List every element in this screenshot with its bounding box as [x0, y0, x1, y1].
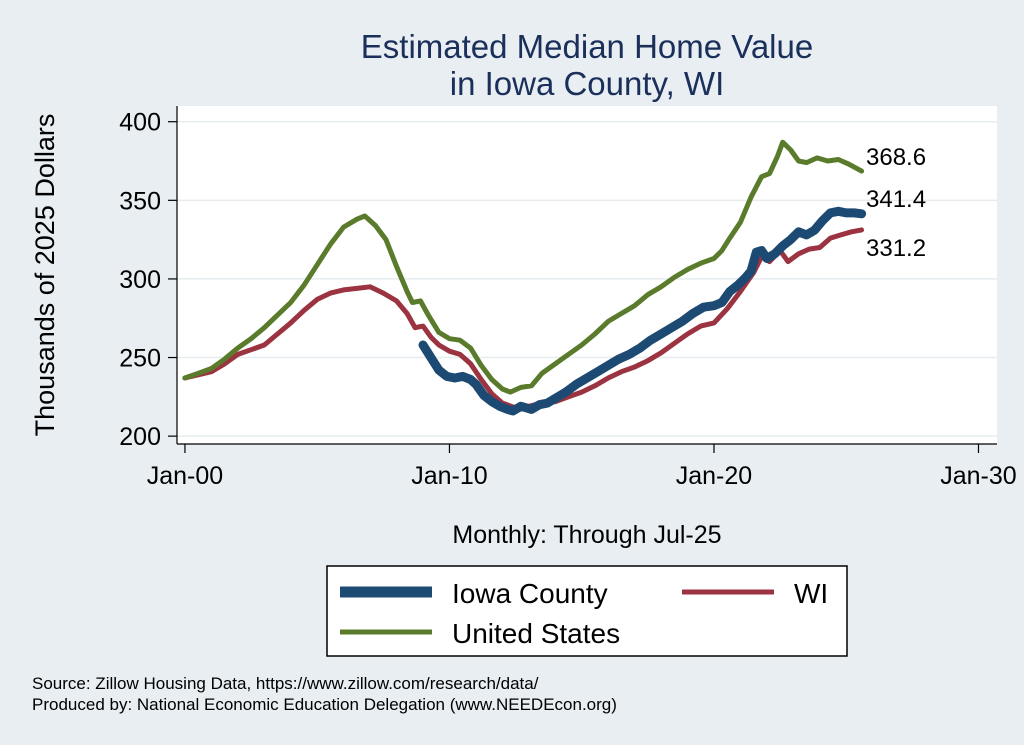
x-ticks: Jan-00 Jan-10 Jan-20 Jan-30: [147, 444, 1017, 490]
legend: Iowa County WI United States: [326, 565, 848, 657]
legend-label-iowa-county: Iowa County: [452, 578, 608, 609]
end-labels: 341.4 331.2 368.6: [866, 144, 926, 262]
y-tick-label-300: 300: [119, 266, 161, 294]
grid-lines: [177, 120, 997, 437]
legend-label-united-states: United States: [452, 618, 620, 649]
chart-title: Estimated Median Home Value: [361, 28, 813, 65]
produced-by-note: Produced by: National Economic Education…: [32, 695, 617, 714]
x-axis-label: Monthly: Through Jul-25: [452, 521, 721, 549]
axes: [176, 106, 997, 445]
y-tick-label-200: 200: [119, 423, 161, 451]
y-axis-label: Thousands of 2025 Dollars: [30, 114, 60, 437]
x-tick-label-10: Jan-10: [411, 462, 487, 490]
series-line-iowa-county: [418, 206, 867, 416]
end-label-wi: 331.2: [866, 235, 926, 262]
x-tick-label-20: Jan-20: [676, 462, 752, 490]
end-label-iowa-county: 341.4: [866, 186, 926, 213]
source-note: Source: Zillow Housing Data, https://www…: [32, 674, 539, 693]
legend-box: [326, 565, 848, 657]
series-lines: [182, 139, 867, 416]
x-tick-label-0: Jan-00: [147, 462, 223, 490]
series-line-united-states: [182, 139, 865, 395]
y-tick-label-250: 250: [119, 345, 161, 373]
y-ticks: 200 250 300 350 400: [119, 109, 177, 451]
end-label-united-states: 368.6: [866, 144, 926, 171]
x-tick-label-30: Jan-30: [940, 462, 1016, 490]
legend-label-wi: WI: [794, 578, 828, 609]
y-tick-label-400: 400: [119, 109, 161, 137]
y-tick-label-350: 350: [119, 187, 161, 215]
chart-subtitle: in Iowa County, WI: [450, 65, 725, 102]
